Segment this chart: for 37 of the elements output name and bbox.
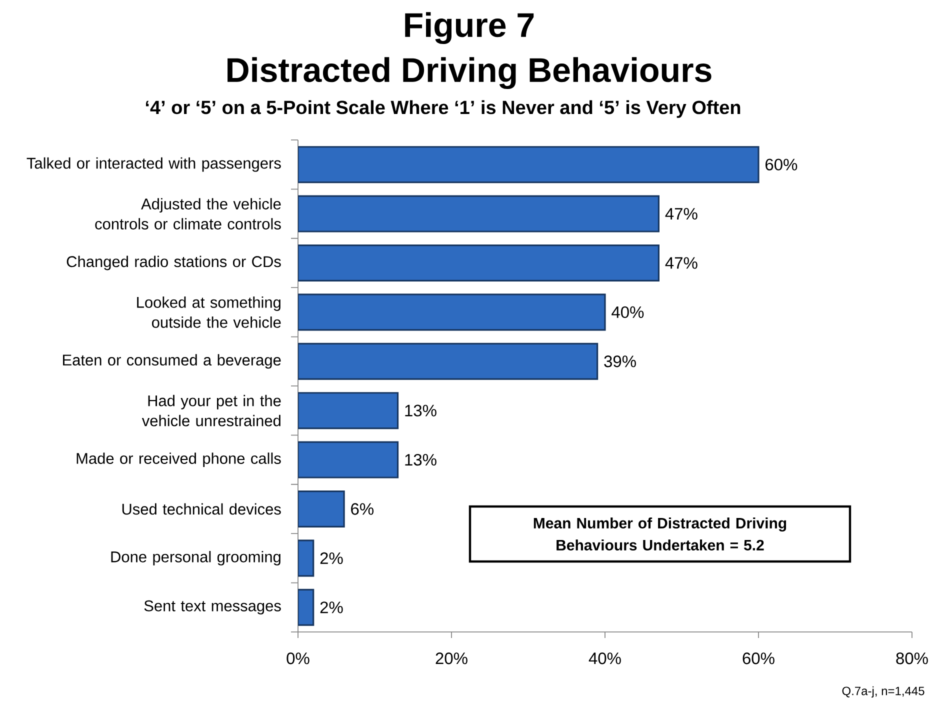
data-label: 2% <box>320 552 343 564</box>
y-tick-label: Had your pet in the vehicle unrestrained <box>142 394 281 426</box>
bar <box>298 195 660 232</box>
x-tick-label: 20% <box>436 652 468 664</box>
x-tick-label: 0% <box>286 652 310 664</box>
data-label: 60% <box>766 158 798 170</box>
x-tick-label: 80% <box>896 652 928 664</box>
y-tick-label: Sent text messages <box>144 600 281 614</box>
data-label: 40% <box>612 306 644 318</box>
y-tick-label: Changed radio stations or CDs <box>66 256 281 270</box>
bar <box>298 146 760 184</box>
bar <box>298 342 598 380</box>
text: Q.7a-j, n=1,445 <box>842 686 924 698</box>
data-label: 47% <box>665 208 698 220</box>
data-label: 39% <box>604 356 636 368</box>
bar <box>298 490 345 528</box>
bar <box>298 441 399 478</box>
chart-subtitle: ‘4’ or ‘5’ on a 5-Point Scale Where ‘1’ is Never and ‘5’ is Very Often <box>146 100 740 118</box>
bar <box>298 392 399 430</box>
y-tick-label: Done personal grooming <box>111 550 280 566</box>
data-label: 13% <box>405 404 436 416</box>
data-label: 13% <box>405 454 436 466</box>
x-tick-label: 60% <box>742 652 774 664</box>
y-tick-label: Looked at something outside the vehicle <box>137 296 281 328</box>
bar <box>298 244 660 282</box>
y-tick-label: Eaten or consumed a beverage <box>63 354 281 369</box>
annotation: Mean Number of Distracted Driving Behaviours Undertaken = 5.2 <box>534 517 786 550</box>
y-tick-label: Used technical devices <box>122 503 281 515</box>
y-tick-label: Adjusted the vehicle controls or climate controls <box>95 198 281 230</box>
data-label: 2% <box>320 602 343 614</box>
x-tick-label: 40% <box>588 652 621 664</box>
y-tick-label: Made or received phone calls <box>76 452 281 468</box>
chart-title: Figure 7 Distracted Driving Behaviours <box>228 12 712 90</box>
y-tick-label: Talked or interacted with passengers <box>26 157 281 172</box>
data-label: 6% <box>351 503 374 515</box>
data-label: 47% <box>665 257 698 269</box>
bar <box>298 294 606 331</box>
